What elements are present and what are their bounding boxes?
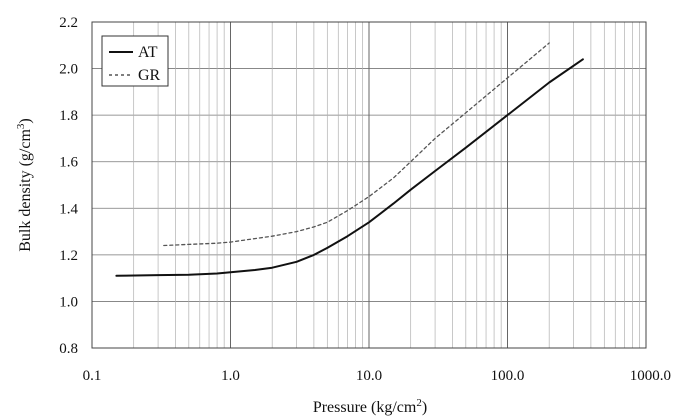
x-tick-labels: 0.1 1.0 10.0 100.0 1000.0 — [83, 368, 671, 384]
x-tick-label: 10.0 — [356, 368, 382, 384]
y-tick-label: 2.0 — [59, 62, 78, 78]
y-axis-title: Bulk density (g/cm3) — [15, 118, 34, 251]
legend-label-GR: GR — [138, 67, 161, 84]
y-tick-label: 1.6 — [59, 155, 78, 171]
x-axis-title-main: Pressure (kg/cm — [313, 399, 417, 416]
y-axis-title-superscript: 3 — [15, 123, 27, 129]
legend-box — [101, 35, 169, 87]
y-tick-label: 0.8 — [59, 341, 78, 357]
y-tick-label: 2.2 — [59, 15, 78, 31]
y-tick-label: 1.0 — [59, 294, 78, 310]
x-tick-label: 1000.0 — [630, 368, 671, 384]
y-tick-label: 1.4 — [59, 201, 78, 217]
y-tick-label: 1.2 — [59, 248, 78, 264]
legend-label-AT: AT — [138, 44, 158, 61]
series-line-GR — [163, 42, 550, 247]
x-axis-title-superscript: 2 — [416, 397, 422, 409]
plot-area-border — [91, 21, 647, 349]
y-axis-title-main: Bulk density (g/cm — [17, 129, 34, 252]
series-lines — [115, 42, 584, 277]
x-axis-title: Pressure (kg/cm2) — [313, 397, 427, 416]
x-tick-label: 0.1 — [83, 368, 102, 384]
grid — [91, 21, 647, 349]
x-axis-title-suffix: ) — [422, 399, 427, 416]
series-line-AT — [115, 58, 584, 277]
y-tick-label: 1.8 — [59, 108, 78, 124]
y-tick-labels: 0.8 1.0 1.2 1.4 1.6 1.8 2.0 2.2 — [59, 15, 78, 357]
legend: AT GR — [101, 35, 169, 87]
x-tick-label: 100.0 — [491, 368, 525, 384]
y-axis-title-suffix: ) — [17, 118, 34, 123]
x-tick-label: 1.0 — [221, 368, 240, 384]
